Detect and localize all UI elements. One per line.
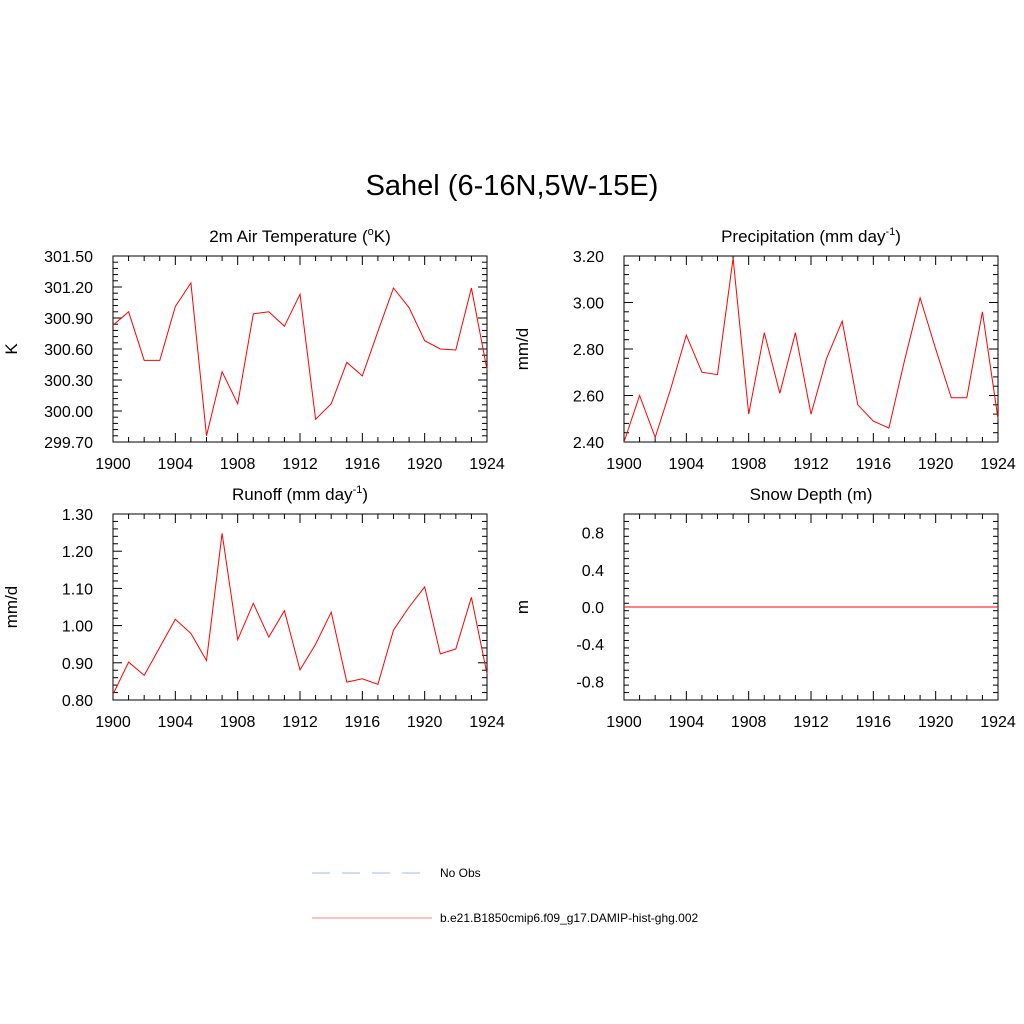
- y-tick-label: 2.60: [573, 389, 604, 406]
- y-tick-label: 301.20: [44, 280, 93, 297]
- x-tick-label: 1924: [469, 714, 505, 731]
- y-tick-label: 3.20: [573, 249, 604, 266]
- series-line: [112, 281, 488, 436]
- panel-title: Precipitation (mm day-1): [721, 226, 901, 246]
- legend-model-label: b.e21.B1850cmip6.f09_g17.DAMIP-hist-ghg.…: [440, 911, 699, 925]
- y-tick-label: 0.90: [62, 656, 93, 673]
- x-tick-label: 1916: [856, 456, 892, 473]
- y-tick-label: 301.50: [44, 249, 93, 266]
- x-tick-label: 1912: [793, 714, 829, 731]
- x-tick-label: 1912: [793, 456, 829, 473]
- y-tick-label: 3.00: [573, 296, 604, 313]
- x-tick-label: 1900: [95, 714, 131, 731]
- plot-frame: [112, 513, 488, 701]
- x-tick-label: 1908: [220, 714, 256, 731]
- x-tick-label: 1920: [407, 714, 443, 731]
- y-tick-label: 299.70: [44, 435, 93, 452]
- y-tick-label: 2.40: [573, 435, 604, 452]
- x-tick-label: 1904: [669, 714, 705, 731]
- series-line: [623, 258, 999, 443]
- chart-panel-4: Snow Depth (m) m 1900 1904 1908 1912 1916 1920 1…: [513, 485, 1016, 731]
- x-tick-label: 1924: [980, 456, 1016, 473]
- x-tick-label: 1924: [980, 714, 1016, 731]
- y-axis-label: mm/d: [2, 586, 21, 629]
- y-tick-label: 0.0: [582, 600, 604, 617]
- main-title: Sahel (6-16N,5W-15E): [365, 170, 659, 202]
- x-tick-label: 1916: [345, 456, 381, 473]
- y-tick-label: 0.8: [582, 526, 604, 543]
- x-tick-label: 1920: [918, 714, 954, 731]
- plot-frame: [112, 255, 488, 443]
- x-tick-label: 1912: [282, 456, 318, 473]
- series-line: [112, 533, 488, 695]
- y-tick-label: 300.00: [44, 404, 93, 421]
- panel-title: 2m Air Temperature (oK): [209, 226, 391, 246]
- x-tick-label: 1904: [158, 456, 194, 473]
- chart-panel-2: Precipitation (mm day-1) mm/d 1900 1904 1908…: [513, 226, 1016, 473]
- y-axis-label: m: [513, 600, 532, 614]
- y-tick-label: 1.30: [62, 507, 93, 524]
- y-axis-label: K: [2, 343, 21, 355]
- x-tick-label: 1900: [606, 456, 642, 473]
- x-tick-label: 1900: [95, 456, 131, 473]
- panel-title: Snow Depth (m): [750, 485, 873, 504]
- x-tick-label: 1924: [469, 456, 505, 473]
- x-tick-label: 1920: [407, 456, 443, 473]
- y-tick-label: 300.90: [44, 311, 93, 328]
- x-tick-label: 1912: [282, 714, 318, 731]
- x-tick-label: 1904: [158, 714, 194, 731]
- panel-title: Runoff (mm day-1): [232, 484, 368, 504]
- y-tick-label: 0.80: [62, 693, 93, 710]
- y-tick-label: 0.4: [582, 563, 604, 580]
- y-axis-label: mm/d: [513, 328, 532, 371]
- x-tick-label: 1916: [856, 714, 892, 731]
- y-tick-label: 300.30: [44, 373, 93, 390]
- chart-panel-1: 2m Air Temperature (oK) K 1900 1904 1908 1912…: [2, 226, 505, 473]
- x-tick-label: 1908: [731, 714, 767, 731]
- y-tick-label: 2.80: [573, 342, 604, 359]
- y-tick-label: 1.00: [62, 619, 93, 636]
- x-tick-label: 1900: [606, 714, 642, 731]
- x-tick-label: 1920: [918, 456, 954, 473]
- y-tick-label: -0.4: [576, 637, 604, 654]
- x-tick-label: 1908: [220, 456, 256, 473]
- legend-obs-label: No Obs: [440, 866, 481, 880]
- y-tick-label: 1.10: [62, 581, 93, 598]
- y-tick-label: 1.20: [62, 544, 93, 561]
- x-tick-label: 1904: [669, 456, 705, 473]
- chart-panel-3: Runoff (mm day-1) mm/d 1900 1904 1908 1912 191…: [2, 484, 505, 731]
- y-tick-label: -0.8: [576, 674, 604, 691]
- x-tick-label: 1908: [731, 456, 767, 473]
- y-tick-label: 300.60: [44, 342, 93, 359]
- x-tick-label: 1916: [345, 714, 381, 731]
